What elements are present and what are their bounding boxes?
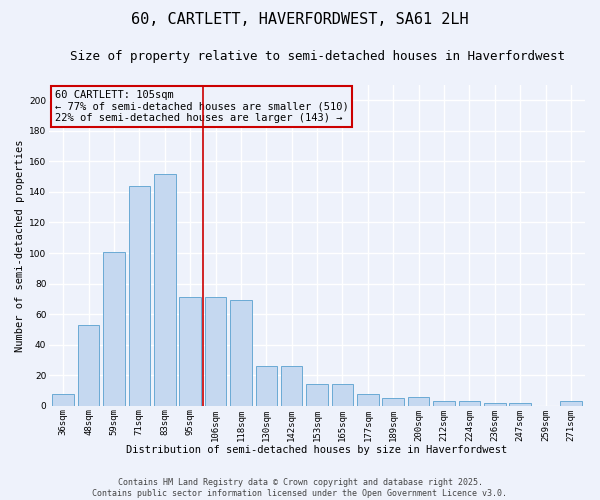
Bar	[179, 298, 201, 406]
Bar	[484, 403, 506, 406]
Bar	[205, 298, 226, 406]
Bar	[281, 366, 302, 406]
Bar	[433, 401, 455, 406]
Bar	[128, 186, 150, 406]
Bar	[560, 401, 582, 406]
Bar	[509, 403, 531, 406]
Bar	[52, 394, 74, 406]
Bar	[103, 252, 125, 406]
Bar	[154, 174, 176, 406]
Y-axis label: Number of semi-detached properties: Number of semi-detached properties	[15, 139, 25, 352]
Bar	[332, 384, 353, 406]
Bar	[78, 325, 100, 406]
Title: Size of property relative to semi-detached houses in Haverfordwest: Size of property relative to semi-detach…	[70, 50, 565, 63]
Bar	[256, 366, 277, 406]
Text: 60 CARTLETT: 105sqm
← 77% of semi-detached houses are smaller (510)
22% of semi-: 60 CARTLETT: 105sqm ← 77% of semi-detach…	[55, 90, 349, 123]
Bar	[382, 398, 404, 406]
Bar	[357, 394, 379, 406]
Bar	[408, 396, 430, 406]
Bar	[230, 300, 252, 406]
X-axis label: Distribution of semi-detached houses by size in Haverfordwest: Distribution of semi-detached houses by …	[127, 445, 508, 455]
Text: Contains HM Land Registry data © Crown copyright and database right 2025.
Contai: Contains HM Land Registry data © Crown c…	[92, 478, 508, 498]
Bar	[458, 401, 480, 406]
Text: 60, CARTLETT, HAVERFORDWEST, SA61 2LH: 60, CARTLETT, HAVERFORDWEST, SA61 2LH	[131, 12, 469, 28]
Bar	[307, 384, 328, 406]
